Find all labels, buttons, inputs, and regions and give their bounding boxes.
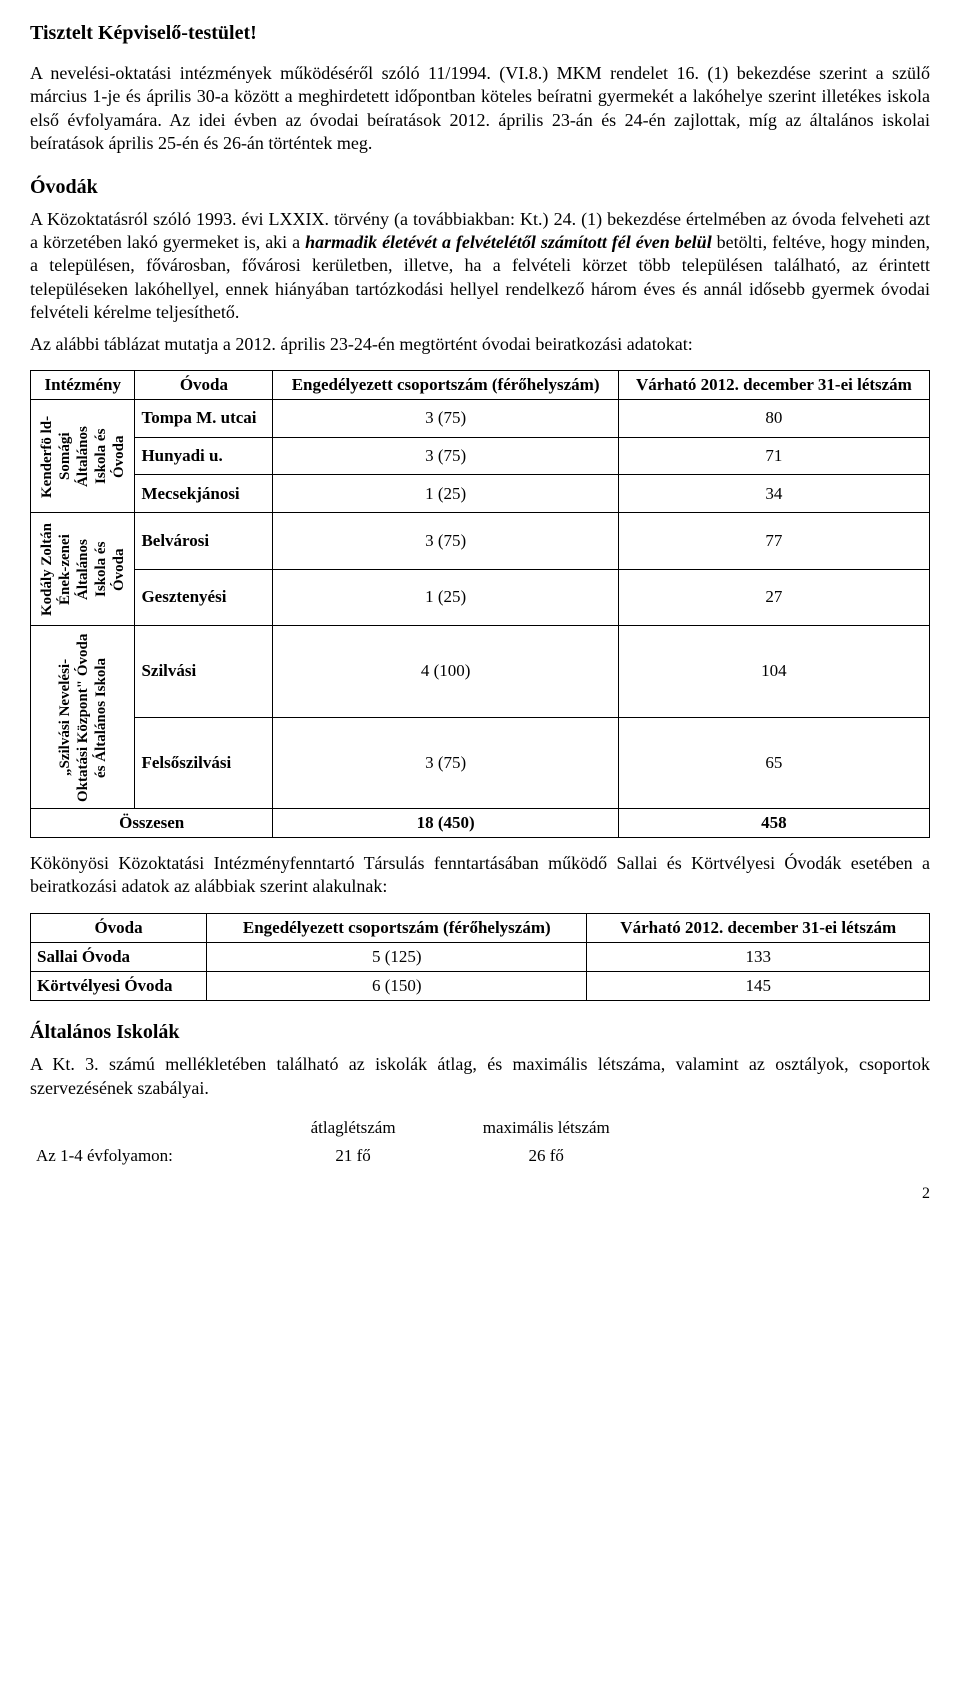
table-header-row: Intézmény Óvoda Engedélyezett csoportszá… (31, 370, 930, 399)
cell-num: 71 (618, 437, 929, 475)
footer-max: 26 fő (432, 1142, 660, 1170)
footer-avg-label: átlaglétszám (274, 1114, 433, 1142)
ovoda-table: Intézmény Óvoda Engedélyezett csoportszá… (30, 370, 930, 838)
total-label: Összesen (31, 809, 273, 838)
footer-data-row: Az 1-4 évfolyamon: 21 fő 26 fő (30, 1142, 660, 1170)
col-cap: Engedélyezett csoportszám (férőhelyszám) (207, 913, 587, 942)
cell-num: 65 (618, 717, 929, 809)
cell-num: 104 (618, 626, 929, 718)
iskolak-text: A Kt. 3. számú mellékletében található a… (30, 1053, 930, 1100)
cell-cap: 3 (75) (273, 400, 618, 438)
group2-label: Kodály Zoltán Ének-zenei Általános Iskol… (31, 513, 135, 626)
table-row: Kenderfö ld- Somági Általános Iskola és … (31, 400, 930, 438)
col-ovoda: Óvoda (31, 913, 207, 942)
cell-cap: 1 (25) (273, 475, 618, 513)
cell-name: Gesztenyési (135, 569, 273, 626)
table-total-row: Összesen 18 (450) 458 (31, 809, 930, 838)
col-cap: Engedélyezett csoportszám (férőhelyszám) (273, 370, 618, 399)
ovodak-italic: harmadik életévét a felvételétől számíto… (305, 232, 712, 252)
table-row: Gesztenyési 1 (25) 27 (31, 569, 930, 626)
cell-name: Szilvási (135, 626, 273, 718)
cell-cap: 4 (100) (273, 626, 618, 718)
table-row: Kodály Zoltán Ének-zenei Általános Iskol… (31, 513, 930, 570)
footer-max-label: maximális létszám (432, 1114, 660, 1142)
table-header-row: Óvoda Engedélyezett csoportszám (férőhel… (31, 913, 930, 942)
subtext: Az alábbi táblázat mutatja a 2012. ápril… (30, 333, 930, 356)
cell-num: 77 (618, 513, 929, 570)
intro-paragraph: A nevelési-oktatási intézmények működésé… (30, 62, 930, 156)
cell-cap: 1 (25) (273, 569, 618, 626)
table-row: „Szilvási Nevelési-Oktatási Központ" Óvo… (31, 626, 930, 718)
cell-name: Belvárosi (135, 513, 273, 570)
page-title: Tisztelt Képviselő-testület! (30, 20, 930, 46)
footer-table: átlaglétszám maximális létszám Az 1-4 év… (30, 1114, 660, 1170)
iskolak-heading: Általános Iskolák (30, 1019, 930, 1045)
cell-num: 34 (618, 475, 929, 513)
cell-cap: 3 (75) (273, 717, 618, 809)
col-intezmeny: Intézmény (31, 370, 135, 399)
total-cap: 18 (450) (273, 809, 618, 838)
cell-name: Tompa M. utcai (135, 400, 273, 438)
col-num: Várható 2012. december 31-ei létszám (618, 370, 929, 399)
table-row: Felsőszilvási 3 (75) 65 (31, 717, 930, 809)
cell-num: 145 (587, 972, 930, 1001)
cell-cap: 5 (125) (207, 942, 587, 971)
table-row: Sallai Óvoda 5 (125) 133 (31, 942, 930, 971)
cell-num: 27 (618, 569, 929, 626)
col-ovoda: Óvoda (135, 370, 273, 399)
cell-name: Felsőszilvási (135, 717, 273, 809)
footer-avg: 21 fő (274, 1142, 433, 1170)
table-row: Hunyadi u. 3 (75) 71 (31, 437, 930, 475)
ovoda-table-2: Óvoda Engedélyezett csoportszám (férőhel… (30, 913, 930, 1001)
table-row: Mecsekjánosi 1 (25) 34 (31, 475, 930, 513)
page-number: 2 (30, 1184, 930, 1205)
cell-num: 80 (618, 400, 929, 438)
cell-cap: 6 (150) (207, 972, 587, 1001)
group3-label: „Szilvási Nevelési-Oktatási Központ" Óvo… (31, 626, 135, 809)
footer-rowlabel: Az 1-4 évfolyamon: (30, 1142, 274, 1170)
cell-cap: 3 (75) (273, 437, 618, 475)
cell-name: Hunyadi u. (135, 437, 273, 475)
col-num: Várható 2012. december 31-ei létszám (587, 913, 930, 942)
ovodak-paragraph: A Közoktatásról szóló 1993. évi LXXIX. t… (30, 208, 930, 325)
footer-header-row: átlaglétszám maximális létszám (30, 1114, 660, 1142)
total-num: 458 (618, 809, 929, 838)
cell-cap: 3 (75) (273, 513, 618, 570)
ovodak-heading: Óvodák (30, 174, 930, 200)
cell-name: Mecsekjánosi (135, 475, 273, 513)
table-row: Körtvélyesi Óvoda 6 (150) 145 (31, 972, 930, 1001)
cell-name: Sallai Óvoda (31, 942, 207, 971)
footer-blank (30, 1114, 274, 1142)
cell-num: 133 (587, 942, 930, 971)
group1-label: Kenderfö ld- Somági Általános Iskola és … (31, 400, 135, 513)
cell-name: Körtvélyesi Óvoda (31, 972, 207, 1001)
between-tables-text: Kökönyösi Közoktatási Intézményfenntartó… (30, 852, 930, 899)
